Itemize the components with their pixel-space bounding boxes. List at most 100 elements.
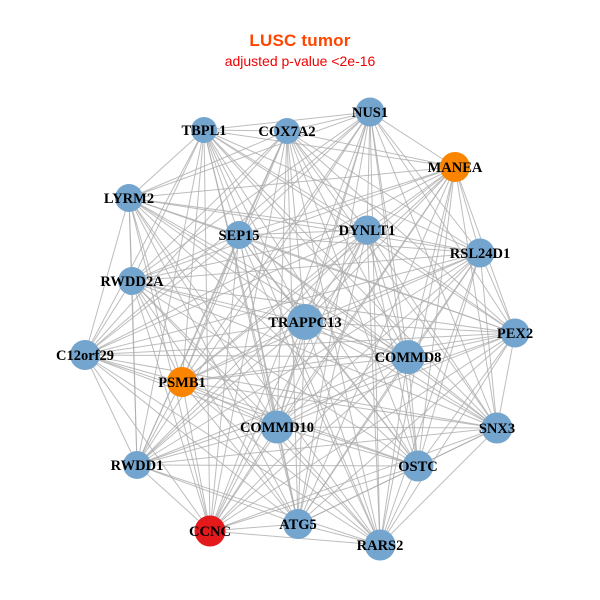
edge bbox=[454, 166, 498, 429]
edge bbox=[136, 321, 306, 466]
edge bbox=[181, 356, 409, 383]
edge bbox=[128, 197, 481, 254]
edge bbox=[181, 332, 516, 383]
edge bbox=[128, 197, 306, 323]
node-label-MANEA: MANEA bbox=[428, 160, 483, 176]
edge bbox=[136, 129, 205, 466]
edge bbox=[276, 426, 498, 429]
node-label-COMMD8: COMMD8 bbox=[375, 350, 442, 366]
edge bbox=[209, 166, 456, 532]
edge bbox=[84, 354, 299, 525]
edge bbox=[203, 129, 381, 546]
node-label-RARS2: RARS2 bbox=[357, 538, 404, 554]
edge bbox=[297, 321, 306, 525]
edge bbox=[136, 464, 419, 467]
edge bbox=[136, 356, 409, 466]
node-circle-PEX2 bbox=[500, 318, 530, 348]
edge bbox=[209, 229, 368, 532]
edge bbox=[136, 252, 481, 466]
edge bbox=[84, 354, 211, 532]
edge bbox=[181, 381, 299, 525]
edge bbox=[276, 111, 371, 428]
edge bbox=[131, 280, 183, 383]
edge bbox=[84, 354, 183, 383]
edge bbox=[84, 166, 456, 356]
edge bbox=[131, 280, 409, 358]
node-label-RWDD1: RWDD1 bbox=[111, 458, 164, 474]
edge bbox=[136, 381, 183, 466]
edge bbox=[297, 111, 371, 525]
edge bbox=[366, 229, 516, 334]
edge bbox=[131, 252, 481, 282]
edge bbox=[407, 356, 419, 467]
edge bbox=[304, 321, 498, 429]
nodes-layer bbox=[70, 97, 530, 561]
node-label-DYNLT1: DYNLT1 bbox=[339, 223, 396, 239]
node-circle-TRAPPC13 bbox=[287, 304, 323, 340]
edge bbox=[181, 381, 278, 428]
edge bbox=[131, 280, 498, 429]
edge bbox=[407, 166, 456, 358]
edge bbox=[84, 354, 138, 466]
node-circle-RWDD2A bbox=[118, 267, 146, 295]
node-circle-COMMD8 bbox=[391, 340, 425, 374]
edge bbox=[84, 354, 498, 429]
edge bbox=[181, 381, 498, 429]
edge bbox=[203, 129, 240, 236]
edge bbox=[131, 280, 381, 546]
edge bbox=[276, 426, 381, 546]
node-label-NUS1: NUS1 bbox=[352, 105, 388, 121]
edge bbox=[136, 111, 371, 466]
edge bbox=[84, 354, 381, 546]
edge bbox=[181, 381, 419, 467]
node-label-TBPL1: TBPL1 bbox=[181, 123, 226, 139]
edge bbox=[136, 332, 516, 466]
edge bbox=[379, 427, 498, 546]
edge bbox=[379, 252, 481, 546]
edge bbox=[366, 166, 456, 231]
node-circle-RARS2 bbox=[364, 529, 396, 561]
edge bbox=[131, 130, 288, 282]
edge bbox=[417, 332, 516, 467]
edge bbox=[203, 129, 419, 467]
node-label-OSTC: OSTC bbox=[398, 459, 438, 475]
edge bbox=[131, 280, 278, 428]
node-label-SNX3: SNX3 bbox=[479, 421, 515, 437]
edge bbox=[131, 280, 299, 525]
edge bbox=[297, 166, 456, 525]
node-circle-OSTC bbox=[402, 450, 434, 482]
edge bbox=[136, 464, 381, 546]
edge bbox=[276, 426, 419, 467]
edge bbox=[369, 111, 498, 429]
edge bbox=[131, 280, 419, 467]
node-label-COX7A2: COX7A2 bbox=[258, 124, 315, 140]
edge bbox=[209, 426, 278, 532]
node-circle-LYRM2 bbox=[115, 184, 143, 212]
edge bbox=[286, 130, 516, 334]
edge bbox=[128, 111, 371, 199]
edge bbox=[131, 280, 138, 466]
edge bbox=[276, 321, 306, 428]
edge bbox=[203, 129, 306, 323]
edge bbox=[131, 280, 211, 532]
node-circle-ATG5 bbox=[283, 509, 313, 539]
edge bbox=[128, 129, 205, 199]
edge bbox=[131, 129, 205, 282]
edge bbox=[131, 229, 368, 282]
edge bbox=[366, 111, 371, 231]
edge bbox=[128, 197, 419, 467]
node-label-COMMD10: COMMD10 bbox=[240, 420, 314, 436]
edge bbox=[209, 356, 409, 532]
node-circle-COMMD10 bbox=[260, 410, 294, 444]
edge bbox=[238, 111, 371, 236]
edge bbox=[276, 356, 409, 428]
edge bbox=[304, 321, 516, 334]
edge bbox=[304, 229, 368, 323]
plot-title: LUSC tumor bbox=[249, 31, 351, 50]
edge bbox=[203, 129, 498, 429]
node-circle-RWDD1 bbox=[123, 451, 151, 479]
node-circle-RSL24D1 bbox=[465, 238, 495, 268]
edge bbox=[84, 129, 205, 356]
node-circle-DYNLT1 bbox=[352, 215, 382, 245]
